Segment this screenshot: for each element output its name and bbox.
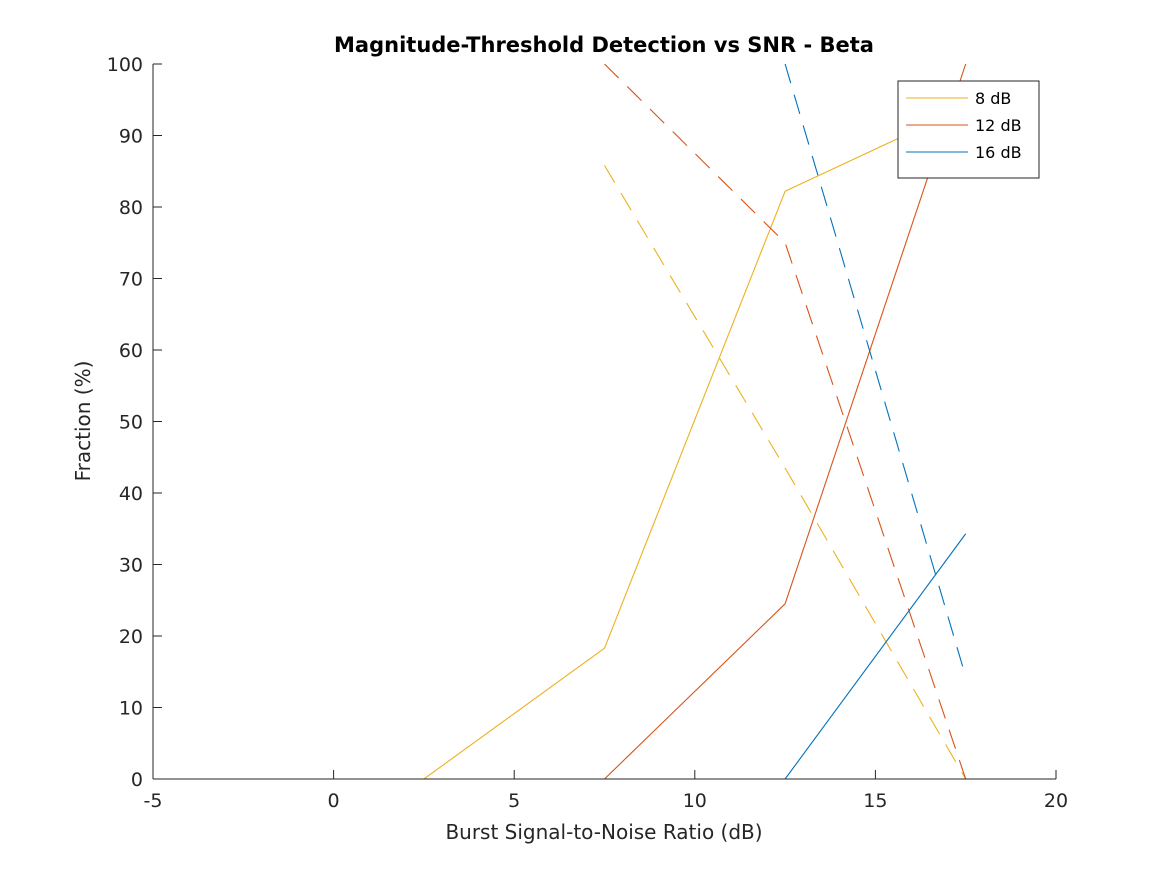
y-tick-label: 70 xyxy=(119,269,143,291)
series-dashed-line-8-db xyxy=(604,165,967,779)
y-tick-label: 100 xyxy=(107,54,143,76)
y-tick-label: 30 xyxy=(119,555,143,577)
legend-label-8-db: 8 dB xyxy=(975,89,1011,108)
legend: 8 dB 12 dB 16 dB xyxy=(897,80,1040,179)
x-tick-label: 5 xyxy=(508,790,520,812)
y-tick-label: 90 xyxy=(119,126,143,148)
series-layer xyxy=(243,64,967,779)
legend-label-16-db: 16 dB xyxy=(975,143,1022,162)
y-tick-label: 50 xyxy=(119,412,143,434)
legend-box xyxy=(897,80,1040,179)
legend-label-12-db: 12 dB xyxy=(975,116,1022,135)
x-axis-label: Burst Signal-to-Noise Ratio (dB) xyxy=(445,820,762,844)
y-tick-label: 0 xyxy=(131,769,143,791)
x-tick-label: 15 xyxy=(863,790,887,812)
series-line-12-db xyxy=(243,64,967,779)
y-tick-label: 10 xyxy=(119,698,143,720)
chart-title: Magnitude-Threshold Detection vs SNR - B… xyxy=(334,33,874,57)
x-tick-label: -5 xyxy=(144,790,163,812)
y-tick-label: 40 xyxy=(119,483,143,505)
y-tick-label: 20 xyxy=(119,626,143,648)
y-tick-label: 80 xyxy=(119,197,143,219)
series-line-16-db xyxy=(243,533,967,779)
x-tick-label: 20 xyxy=(1044,790,1068,812)
series-line-8-db xyxy=(243,106,966,779)
y-axis-label: Fraction (%) xyxy=(71,361,95,482)
x-tick-label: 0 xyxy=(328,790,340,812)
series-dashed-line-16-db xyxy=(784,64,967,677)
plot-area xyxy=(153,64,1056,779)
y-tick-label: 60 xyxy=(119,340,143,362)
x-tick-label: 10 xyxy=(683,790,707,812)
